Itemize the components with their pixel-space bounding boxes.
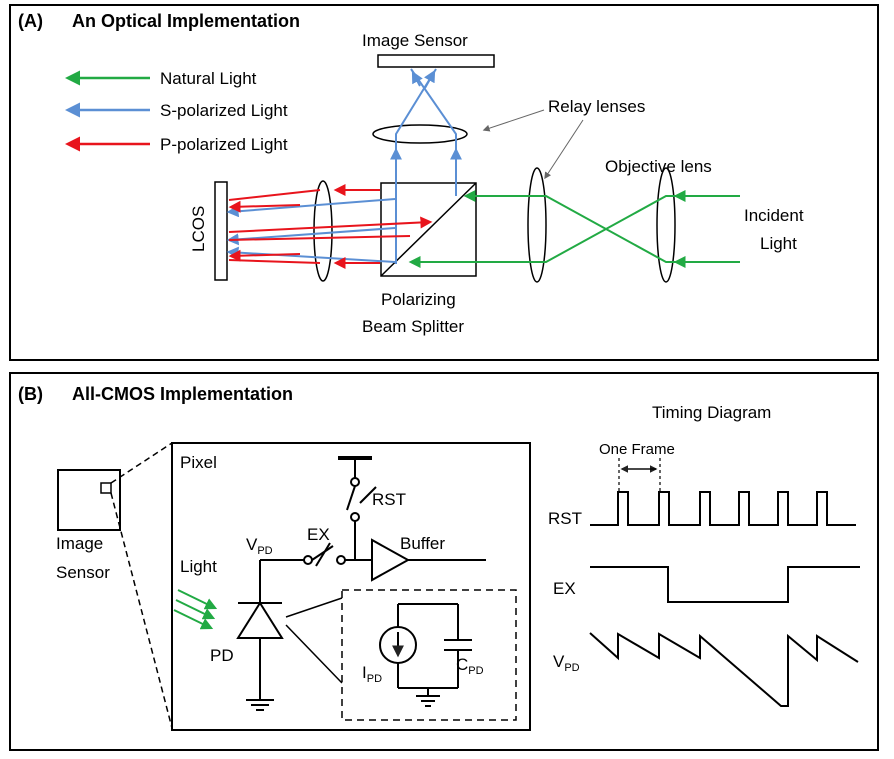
panel-a: (A) An Optical Implementation Natural Li…: [9, 4, 879, 361]
panel-a-frame: [9, 4, 879, 361]
p-ray-2: [228, 216, 433, 233]
timing-vpd-v: V: [553, 652, 565, 671]
image-sensor-label: Image Sensor: [362, 31, 468, 50]
p-polarized-rays: [228, 184, 433, 269]
pbs-label-2: Beam Splitter: [362, 317, 464, 336]
ex-label: EX: [307, 525, 330, 544]
rst-label: RST: [372, 490, 406, 509]
p-ray-4: [228, 259, 321, 264]
cpd-label: CPD: [456, 655, 484, 677]
rst-waveform: [590, 491, 856, 526]
p-ray-1: [228, 189, 321, 201]
pd-zoom-line-top: [285, 597, 343, 618]
image-sensor-plate: [377, 54, 495, 68]
timing-vpd-label: VPD: [553, 652, 580, 674]
rst-switch-blade: [346, 485, 356, 511]
light-arrow-3: [173, 609, 214, 630]
legend-p-label: P-polarized Light: [160, 135, 288, 154]
image-sensor-pixel-marker: [100, 482, 112, 494]
zoom-line-bottom: [110, 492, 173, 729]
p-ray-3: [228, 235, 411, 241]
s-ray-right-head: [411, 70, 423, 87]
relay-lenses-label: Relay lenses: [548, 97, 645, 116]
vpd-waveform: [589, 632, 859, 707]
incident-light-label-1: Incident: [744, 206, 804, 225]
light-label: Light: [180, 557, 217, 576]
p-ray-6: [228, 249, 301, 262]
legend-natural-label: Natural Light: [160, 69, 257, 88]
p-ray-5: [228, 200, 301, 213]
incident-light-label-2: Light: [760, 234, 797, 253]
legend-s-label: S-polarized Light: [160, 101, 288, 120]
objective-lens: [656, 167, 676, 283]
pixel-label: Pixel: [180, 453, 217, 472]
vpd-label: VPD: [246, 535, 273, 557]
vpd-label-v: V: [246, 535, 258, 554]
ex-switch-arrow: [315, 542, 331, 567]
buffer-label: Buffer: [400, 534, 445, 553]
panel-b-label: (B): [18, 384, 43, 404]
lcos-plate: [214, 181, 228, 281]
ipd-label-sub: PD: [367, 673, 382, 685]
timing-ex-label: EX: [553, 579, 576, 598]
pd-label: PD: [210, 646, 234, 665]
panel-b: (B) All-CMOS Implementation Image Sensor…: [9, 372, 879, 751]
s-ray-lcos-3: [226, 246, 396, 263]
ex-waveform: [590, 566, 860, 603]
rst-switch-arrow: [359, 486, 377, 504]
cpd-label-sub: PD: [468, 665, 483, 677]
natural-light-rays: [408, 190, 740, 268]
pixel-circuit: [236, 456, 486, 711]
light-arrows: [173, 589, 218, 630]
timing-title: Timing Diagram: [652, 403, 771, 422]
equivalent-circuit-box: [341, 589, 517, 721]
panel-b-title: All-CMOS Implementation: [72, 384, 293, 404]
panel-a-label: (A): [18, 11, 43, 31]
pixel-box: [171, 442, 531, 731]
s-ray-right: [410, 68, 457, 196]
s-ray-left: [395, 68, 437, 264]
vpd-label-sub: PD: [257, 545, 272, 557]
relay-pointer-right: [544, 119, 584, 180]
ex-node-left: [303, 555, 313, 565]
s-ray-left-head: [424, 69, 436, 89]
relay-lens-right: [527, 167, 547, 283]
ex-switch-blade: [311, 545, 334, 561]
lcos-lens: [313, 180, 333, 282]
natural-ray-upper: [408, 195, 740, 268]
image-sensor-label-2: Sensor: [56, 563, 110, 582]
zoom-line-top: [110, 442, 173, 484]
timing-rst-label: RST: [548, 509, 582, 528]
pbs-label-1: Polarizing: [381, 290, 456, 309]
legend: Natural Light S-polarized Light P-polari…: [65, 69, 288, 154]
relay-pointer-top: [482, 109, 545, 132]
s-polarized-rays: [226, 68, 462, 264]
panel-a-title: An Optical Implementation: [72, 11, 300, 31]
pd-zoom-line-bottom: [285, 624, 343, 684]
relay-lens-top: [372, 124, 468, 144]
s-ray-lcos-1: [226, 198, 396, 218]
photodiode-triangle: [236, 601, 284, 639]
one-frame-label: One Frame: [599, 441, 675, 458]
light-arrow-1: [177, 589, 218, 610]
light-arrow-2: [175, 599, 216, 620]
panel-b-frame: [9, 372, 879, 751]
timing-diagram: Timing Diagram One Frame RST EX VPD: [548, 403, 860, 707]
ipd-label-i: I: [362, 663, 367, 682]
timing-vpd-sub: PD: [564, 662, 579, 674]
ex-node-right: [336, 555, 346, 565]
rst-node-top: [350, 477, 360, 487]
natural-ray-lower: [463, 190, 740, 263]
ipd-label: IPD: [362, 663, 382, 685]
objective-lens-label: Objective lens: [605, 157, 712, 176]
image-sensor-chip: [57, 469, 121, 531]
buffer-triangle: [371, 538, 411, 582]
lcos-label: LCOS: [189, 206, 208, 252]
equivalent-circuit: [379, 603, 472, 707]
rst-node-bottom: [350, 512, 360, 522]
s-ray-lcos-2: [226, 227, 396, 246]
image-sensor-label-1: Image: [56, 534, 103, 553]
cpd-label-c: C: [456, 655, 468, 674]
